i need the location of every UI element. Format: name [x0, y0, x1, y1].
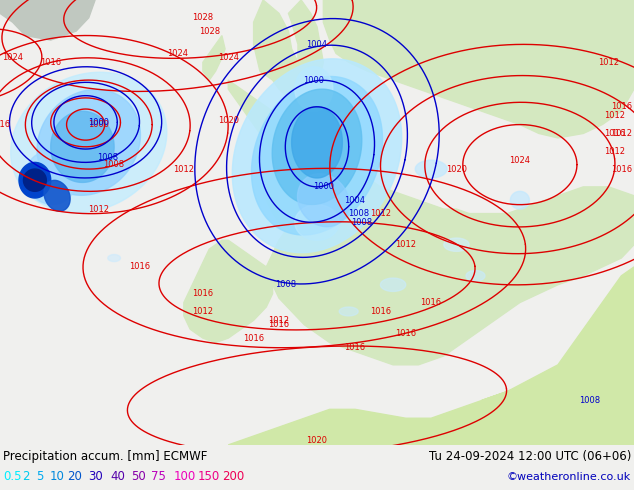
Text: 1020: 1020 — [446, 165, 467, 173]
Polygon shape — [444, 238, 469, 251]
Polygon shape — [23, 169, 46, 191]
Text: 1012: 1012 — [173, 165, 195, 173]
Text: 1012: 1012 — [268, 316, 290, 325]
Polygon shape — [295, 67, 333, 111]
Polygon shape — [272, 89, 362, 204]
Text: 1028: 1028 — [192, 13, 214, 23]
Text: 1008: 1008 — [347, 209, 369, 218]
Text: 1016: 1016 — [344, 343, 366, 351]
Polygon shape — [466, 270, 485, 281]
Text: 40: 40 — [110, 470, 125, 484]
Polygon shape — [228, 347, 634, 445]
Text: 1016: 1016 — [604, 129, 626, 138]
Text: 20: 20 — [67, 470, 82, 484]
Text: 1016: 1016 — [395, 329, 417, 338]
Text: 1028: 1028 — [198, 26, 220, 36]
Polygon shape — [297, 174, 349, 227]
Text: 1016: 1016 — [420, 298, 442, 307]
Text: 1016: 1016 — [243, 334, 264, 343]
Text: 1024: 1024 — [509, 156, 531, 165]
Text: 5: 5 — [36, 470, 43, 484]
Polygon shape — [254, 0, 301, 102]
Polygon shape — [44, 180, 70, 211]
Polygon shape — [37, 90, 140, 196]
Polygon shape — [380, 278, 406, 292]
Text: 1004: 1004 — [344, 196, 366, 205]
Text: 1012: 1012 — [611, 129, 632, 138]
Text: 1016: 1016 — [611, 165, 632, 173]
Polygon shape — [323, 0, 634, 138]
Text: 75: 75 — [151, 470, 166, 484]
Polygon shape — [25, 151, 76, 205]
Text: 1012: 1012 — [370, 209, 391, 218]
Text: 1012: 1012 — [395, 240, 417, 249]
Text: 1008: 1008 — [103, 160, 125, 169]
Polygon shape — [415, 160, 447, 178]
Text: 1024: 1024 — [167, 49, 188, 58]
Text: 1016: 1016 — [0, 120, 11, 129]
Polygon shape — [339, 307, 358, 316]
Text: 1008: 1008 — [97, 153, 119, 163]
Text: 1000: 1000 — [303, 75, 325, 85]
Text: 1016: 1016 — [40, 58, 61, 67]
Text: 150: 150 — [198, 470, 220, 484]
Text: 1012: 1012 — [604, 147, 626, 156]
Text: 1012: 1012 — [87, 205, 109, 214]
Polygon shape — [228, 80, 634, 365]
Polygon shape — [203, 36, 225, 80]
Text: 1020: 1020 — [217, 116, 239, 124]
Polygon shape — [11, 72, 167, 213]
Text: 1020: 1020 — [306, 436, 328, 445]
Text: 1016: 1016 — [192, 289, 214, 298]
Text: 1000: 1000 — [87, 118, 109, 127]
Polygon shape — [252, 76, 382, 235]
Polygon shape — [51, 111, 114, 182]
Text: 10: 10 — [50, 470, 65, 484]
Text: 1000: 1000 — [87, 120, 109, 129]
Polygon shape — [232, 59, 402, 253]
Text: Precipitation accum. [mm] ECMWF: Precipitation accum. [mm] ECMWF — [3, 450, 207, 464]
Polygon shape — [288, 0, 323, 98]
Text: 1008: 1008 — [579, 396, 600, 405]
Text: 1012: 1012 — [604, 111, 626, 120]
Polygon shape — [482, 267, 634, 400]
Polygon shape — [19, 162, 51, 198]
Text: 1016: 1016 — [611, 102, 632, 111]
Polygon shape — [108, 254, 120, 262]
Text: 1012: 1012 — [192, 307, 214, 316]
Text: 1012: 1012 — [598, 58, 619, 67]
Text: Tu 24-09-2024 12:00 UTC (06+06): Tu 24-09-2024 12:00 UTC (06+06) — [429, 450, 631, 464]
Polygon shape — [184, 240, 273, 343]
Text: 1016: 1016 — [370, 307, 391, 316]
Text: 200: 200 — [222, 470, 244, 484]
Text: 1016: 1016 — [268, 320, 290, 329]
Text: 30: 30 — [88, 470, 103, 484]
Text: 1004: 1004 — [306, 40, 328, 49]
Polygon shape — [510, 191, 529, 209]
Text: 50: 50 — [131, 470, 146, 484]
Polygon shape — [292, 107, 342, 178]
Text: 1008: 1008 — [351, 218, 372, 227]
Text: 1024: 1024 — [217, 53, 239, 62]
Text: 2: 2 — [22, 470, 30, 484]
Polygon shape — [0, 0, 95, 40]
Text: 100: 100 — [174, 470, 197, 484]
Text: ©weatheronline.co.uk: ©weatheronline.co.uk — [507, 472, 631, 482]
Text: 1008: 1008 — [275, 280, 296, 289]
Polygon shape — [295, 205, 339, 240]
Text: 1016: 1016 — [129, 263, 150, 271]
Text: 1000: 1000 — [313, 182, 334, 192]
Text: 1024: 1024 — [2, 53, 23, 62]
Text: 0.5: 0.5 — [3, 470, 22, 484]
